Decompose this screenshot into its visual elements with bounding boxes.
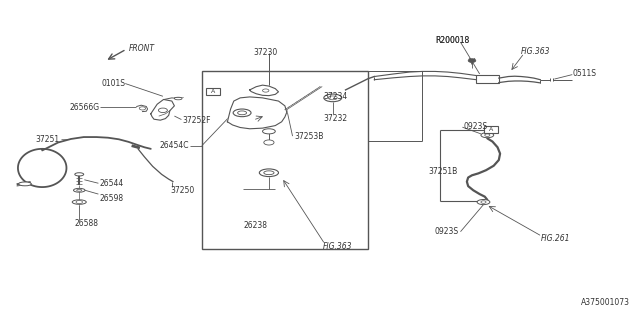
- Text: FIG.261: FIG.261: [540, 234, 570, 243]
- Ellipse shape: [484, 134, 490, 136]
- Text: FIG.363: FIG.363: [521, 47, 550, 56]
- Text: FIG.363: FIG.363: [323, 242, 353, 251]
- Ellipse shape: [259, 169, 278, 177]
- Ellipse shape: [72, 200, 86, 204]
- Ellipse shape: [481, 132, 493, 138]
- Text: 37250: 37250: [170, 186, 194, 195]
- Bar: [476, 75, 499, 83]
- Ellipse shape: [264, 171, 274, 175]
- Ellipse shape: [76, 200, 83, 204]
- Text: 26566G: 26566G: [70, 103, 100, 112]
- Ellipse shape: [77, 189, 82, 191]
- Bar: [484, 126, 498, 133]
- Ellipse shape: [19, 182, 31, 186]
- Ellipse shape: [75, 173, 84, 176]
- Ellipse shape: [468, 59, 476, 62]
- Text: R200018: R200018: [435, 36, 469, 45]
- Bar: [202, 71, 368, 249]
- Ellipse shape: [262, 129, 275, 134]
- Text: 26544: 26544: [100, 179, 124, 188]
- Text: 37234: 37234: [323, 92, 348, 101]
- Text: 26238: 26238: [243, 221, 268, 230]
- Text: 0511S: 0511S: [572, 69, 596, 78]
- Text: FRONT: FRONT: [129, 44, 154, 53]
- Ellipse shape: [74, 188, 85, 192]
- Text: 37251: 37251: [36, 135, 60, 144]
- Ellipse shape: [159, 108, 168, 113]
- Polygon shape: [227, 97, 287, 129]
- Ellipse shape: [328, 96, 337, 100]
- Text: 0923S: 0923S: [435, 227, 459, 236]
- Text: 37232: 37232: [323, 114, 348, 123]
- Text: 0101S: 0101S: [101, 79, 125, 88]
- Ellipse shape: [324, 94, 342, 102]
- Polygon shape: [250, 85, 278, 96]
- Ellipse shape: [477, 199, 490, 204]
- Text: A: A: [489, 127, 493, 132]
- Ellipse shape: [174, 97, 182, 100]
- Ellipse shape: [264, 140, 274, 145]
- Text: 37252F: 37252F: [182, 116, 211, 125]
- Ellipse shape: [140, 107, 146, 110]
- Bar: [206, 88, 220, 95]
- Text: A: A: [211, 89, 216, 94]
- Text: 26454C: 26454C: [159, 141, 189, 150]
- Ellipse shape: [237, 111, 246, 115]
- Text: 37253B: 37253B: [294, 132, 324, 140]
- Text: 26598: 26598: [100, 194, 124, 203]
- Text: R200018: R200018: [435, 36, 469, 45]
- Text: 37251B: 37251B: [429, 167, 458, 176]
- Ellipse shape: [481, 201, 486, 203]
- Text: 0923S: 0923S: [464, 122, 488, 131]
- Polygon shape: [151, 100, 174, 120]
- Text: 37230: 37230: [253, 48, 277, 57]
- Ellipse shape: [262, 89, 269, 92]
- Text: A375001073: A375001073: [580, 298, 630, 307]
- Ellipse shape: [233, 109, 251, 117]
- Text: 26588: 26588: [74, 219, 98, 228]
